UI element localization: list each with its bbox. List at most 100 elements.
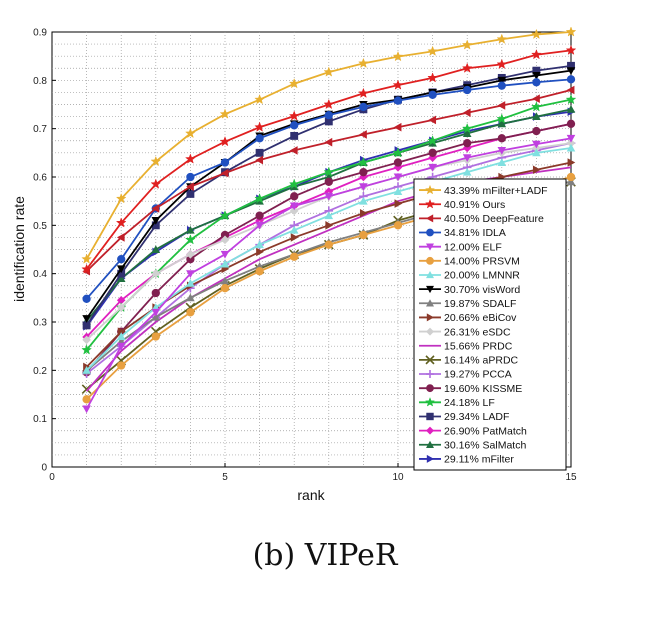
data-point: [532, 72, 541, 80]
data-point: [359, 130, 367, 139]
data-point: [290, 121, 299, 130]
series-layer: [81, 26, 577, 414]
data-point: [426, 370, 434, 379]
data-point: [186, 293, 195, 302]
data-point: [82, 321, 91, 330]
data-point: [220, 168, 229, 178]
data-point: [117, 327, 126, 336]
data-point: [393, 158, 403, 167]
legend-entry: 40.91% Ours: [419, 198, 505, 211]
data-point: [426, 270, 434, 279]
legend-label: 40.91% Ours: [444, 199, 505, 211]
data-point: [461, 39, 473, 50]
legend-label: 26.31% eSDC: [444, 326, 511, 338]
data-point: [566, 85, 575, 95]
data-point: [497, 134, 506, 143]
data-point: [219, 108, 231, 119]
data-point: [393, 122, 402, 132]
legend-entry: 30.16% SalMatch: [419, 439, 526, 451]
data-point: [462, 108, 471, 118]
data-point: [424, 184, 436, 195]
y-tick-label: 0.4: [33, 269, 47, 280]
data-point: [185, 127, 196, 139]
legend-label: 30.16% SalMatch: [444, 439, 526, 451]
data-point: [324, 137, 333, 147]
data-point: [393, 173, 403, 182]
data-point: [426, 228, 434, 237]
data-point: [290, 233, 299, 242]
data-point: [290, 252, 299, 261]
data-point: [567, 158, 576, 167]
data-point: [255, 267, 264, 276]
x-tick-label: 15: [565, 472, 577, 483]
data-point: [116, 303, 126, 312]
data-point: [290, 131, 299, 140]
series-0: [81, 26, 577, 264]
data-point: [186, 250, 195, 259]
data-point: [531, 49, 542, 60]
series-1: [81, 44, 577, 274]
figure-caption: (b) VIPeR: [252, 538, 398, 573]
data-point: [428, 153, 437, 162]
data-point: [82, 366, 91, 374]
x-axis-title: rank: [297, 487, 325, 503]
data-point: [256, 247, 264, 257]
data-point: [117, 361, 126, 370]
data-point: [186, 270, 195, 278]
data-point: [532, 112, 541, 121]
data-point: [463, 139, 472, 148]
data-point: [81, 253, 92, 264]
data-point: [424, 397, 436, 407]
legend-label: 19.87% SDALF: [444, 298, 516, 310]
data-point: [325, 221, 334, 230]
data-point: [426, 313, 434, 322]
data-point: [392, 50, 404, 62]
data-point: [532, 126, 541, 136]
y-axis-ticks: 0 0.1 0.2 0.3 0.4 0.5 0.6 0.7 0.8 0.9: [33, 28, 56, 474]
data-point: [290, 192, 299, 201]
data-point: [424, 198, 436, 209]
y-tick-label: 0.5: [33, 221, 47, 232]
data-point: [288, 78, 300, 89]
data-point: [426, 426, 434, 435]
data-point: [531, 101, 542, 112]
data-point: [151, 245, 161, 253]
legend-entry: 40.50% DeepFeature: [419, 213, 544, 225]
data-point: [565, 44, 577, 55]
data-point: [117, 255, 126, 264]
legend-entry: 43.39% mFilter+LADF: [419, 184, 548, 197]
data-point: [289, 146, 298, 155]
legend-entry: 29.34% LADF: [419, 411, 509, 423]
data-point: [462, 154, 472, 162]
data-point: [532, 165, 541, 175]
data-point: [426, 412, 434, 421]
legend-label: 24.18% LF: [444, 397, 495, 409]
data-point: [497, 119, 507, 128]
data-point: [186, 279, 195, 287]
data-point: [151, 312, 161, 321]
data-point: [324, 192, 334, 201]
data-point: [289, 206, 299, 216]
series-3: [82, 75, 576, 303]
y-tick-label: 0.3: [33, 318, 47, 329]
legend-entry: 16.14% aPRDC: [419, 355, 519, 367]
data-point: [461, 62, 473, 73]
legend-label: 26.90% PatMatch: [444, 425, 527, 437]
legend-entry: 14.00% PRSVM: [419, 256, 520, 268]
data-point: [116, 265, 126, 274]
data-point: [219, 136, 231, 147]
data-point: [359, 168, 368, 177]
data-point: [359, 208, 368, 218]
legend-entry: 19.27% PCCA: [419, 369, 512, 381]
legend-entry: 19.60% KISSME: [419, 383, 522, 395]
data-point: [220, 259, 230, 268]
data-point: [220, 250, 230, 259]
data-point: [185, 153, 196, 164]
data-point: [220, 276, 230, 285]
data-point: [324, 177, 333, 186]
data-point: [150, 155, 162, 167]
data-point: [428, 115, 437, 125]
data-point: [496, 33, 508, 44]
data-point: [359, 230, 368, 240]
legend-entry: 20.00% LMNNR: [419, 270, 520, 282]
